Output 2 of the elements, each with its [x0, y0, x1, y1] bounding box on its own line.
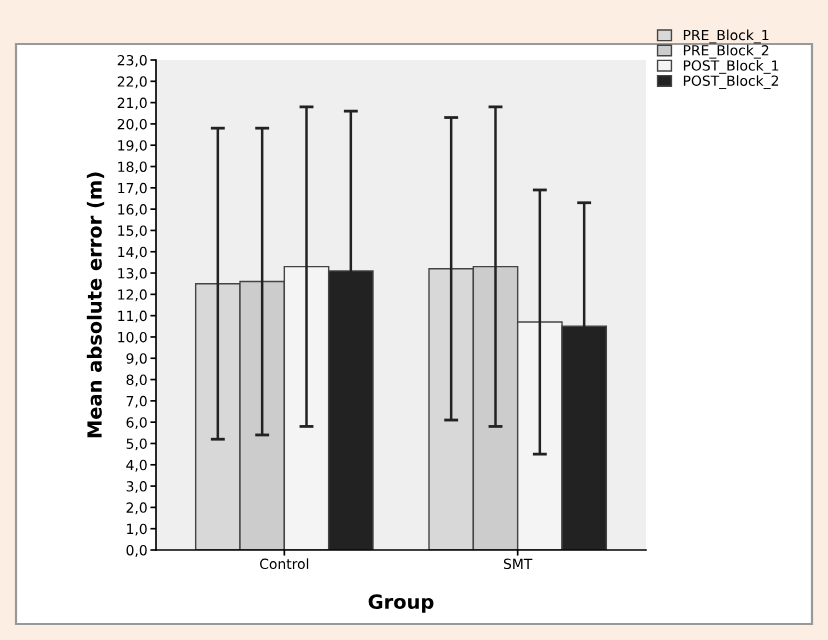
x-axis-title: Group — [368, 594, 434, 613]
y-axis-title: Mean absolute error (m) — [86, 172, 105, 438]
